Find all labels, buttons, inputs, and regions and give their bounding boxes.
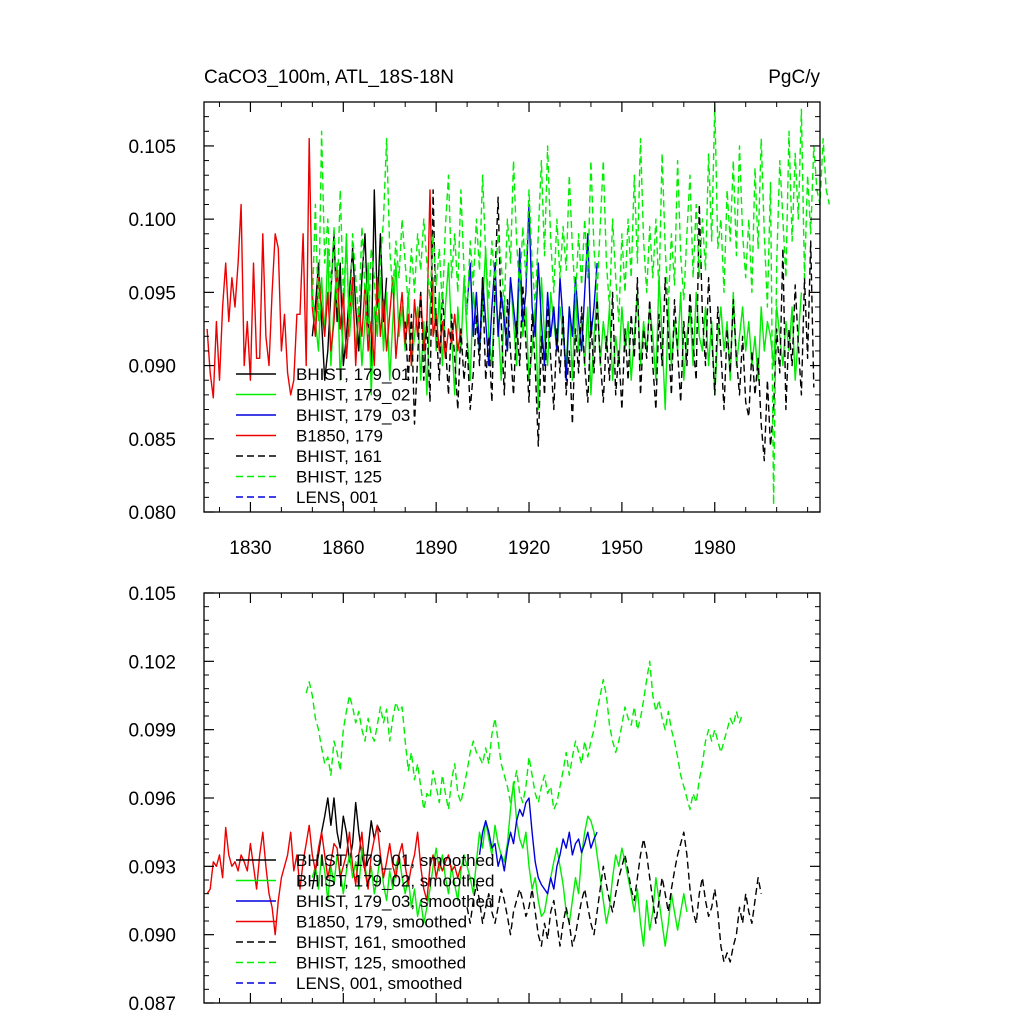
legend-label: B1850, 179 [296, 427, 383, 446]
bottom-legend: BHIST, 179_01, smoothed BHIST, 179_02, sm… [236, 851, 494, 993]
y-tick-label: 0.090 [128, 357, 176, 378]
legend-label: BHIST, 179_03, smoothed [296, 892, 494, 911]
y-tick-label: 0.087 [128, 994, 176, 1015]
legend-label: BHIST, 161 [296, 447, 382, 466]
series-line-1-1 [311, 781, 688, 947]
legend-label: B1850, 179, smoothed [296, 913, 467, 932]
y-tick-label: 0.085 [128, 430, 176, 451]
y-tick-label: 0.096 [128, 789, 176, 810]
legend-label: BHIST, 179_03 [296, 406, 410, 425]
legend-label: LENS, 001 [296, 488, 378, 507]
series-line-0-4 [404, 189, 815, 462]
series-line-1-2 [478, 797, 598, 895]
top-axes: 1830 1860 1890 1920 1950 1980 0.080 0.085 0.090 0… [128, 101, 821, 559]
legend-label: BHIST, 179_02 [296, 386, 410, 405]
series-line-0-3 [206, 137, 462, 399]
x-tick-label: 1920 [508, 538, 550, 559]
top-title-left: CaCO3_100m, ATL_18S-18N [204, 67, 454, 88]
y-tick-label: 0.090 [128, 926, 176, 947]
x-tick-label: 1950 [601, 538, 643, 559]
series-line-0-2 [466, 203, 598, 381]
bottom-panel: 0.087 0.090 0.093 0.096 0.099 0.102 0.105 BHIS… [128, 584, 821, 1015]
series-line-1-0 [311, 797, 382, 890]
legend-label: BHIST, 179_01, smoothed [296, 851, 494, 870]
x-tick-label: 1830 [229, 538, 271, 559]
legend-label: LENS, 001, smoothed [296, 974, 462, 993]
legend-label: BHIST, 161, smoothed [296, 933, 466, 952]
y-tick-label: 0.105 [128, 137, 176, 158]
y-tick-label: 0.105 [128, 584, 176, 605]
legend-label: BHIST, 125, smoothed [296, 954, 466, 973]
legend-label: BHIST, 125 [296, 468, 382, 487]
y-tick-label: 0.099 [128, 721, 176, 742]
top-panel: CaCO3_100m, ATL_18S-18N PgC/y 1830 1860 18… [128, 67, 830, 559]
top-series-lines [206, 104, 830, 506]
series-line-0-0 [311, 189, 388, 381]
y-tick-label: 0.100 [128, 210, 176, 231]
series-line-1-3 [206, 824, 462, 936]
legend-label: BHIST, 179_01 [296, 365, 410, 384]
bottom-axes: 0.087 0.090 0.093 0.096 0.099 0.102 0.105 [128, 584, 821, 1015]
top-title-right: PgC/y [768, 67, 820, 88]
y-tick-label: 0.093 [128, 857, 176, 878]
series-line-1-4 [466, 831, 762, 963]
bottom-series-lines [206, 660, 762, 963]
x-tick-label: 1890 [415, 538, 457, 559]
y-tick-label: 0.095 [128, 283, 176, 304]
y-tick-label: 0.102 [128, 652, 176, 673]
legend-label: BHIST, 179_02, smoothed [296, 872, 494, 891]
y-tick-label: 0.080 [128, 503, 176, 524]
series-line-1-5 [305, 660, 744, 811]
x-tick-label: 1860 [322, 538, 364, 559]
series-line-0-5 [311, 104, 830, 506]
x-tick-label: 1980 [694, 538, 736, 559]
